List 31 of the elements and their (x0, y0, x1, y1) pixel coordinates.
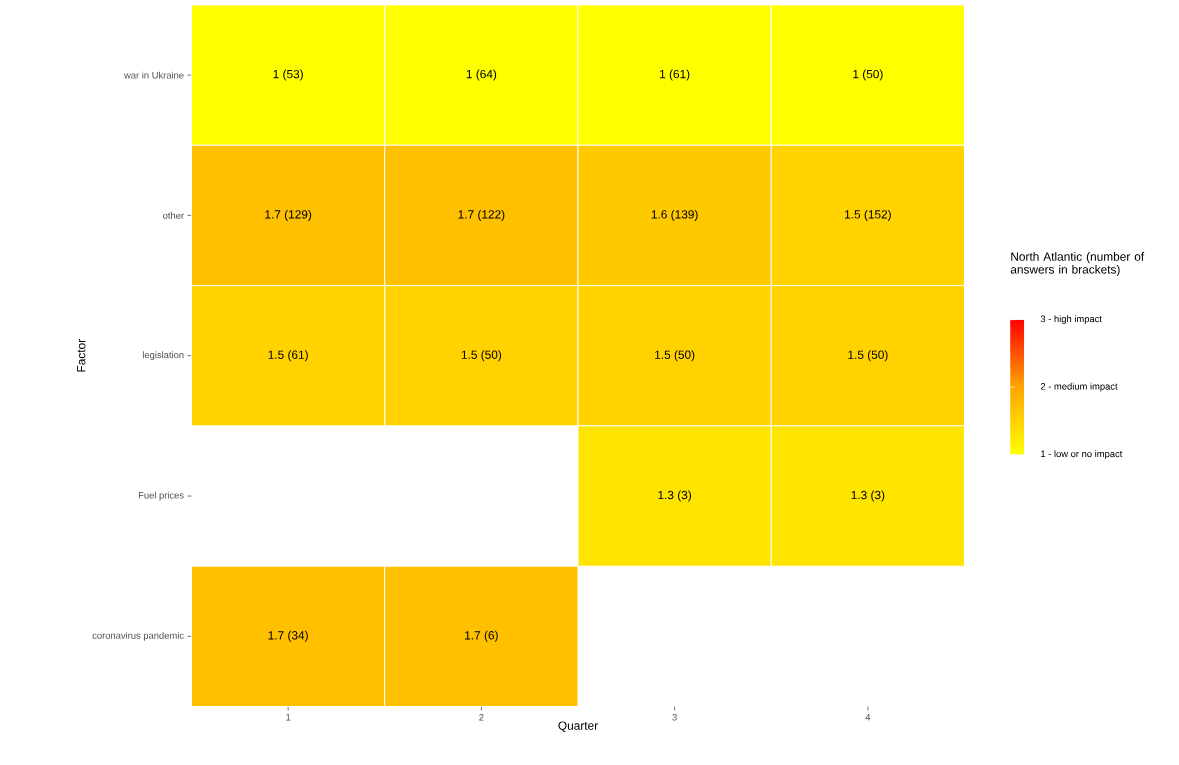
data-label: 1 (53) (273, 69, 303, 81)
data-label: 1 (50) (853, 69, 883, 81)
x-tick-label: 2 (479, 713, 484, 721)
y-tick-label: Fuel prices (138, 491, 184, 501)
x-tick-label: 1 (286, 713, 291, 721)
data-label: 1 (61) (660, 69, 690, 81)
color-bar-title: North Atlantic (number of answers in brackets) (1010, 252, 1145, 276)
y-tick-label: war in Ukraine (124, 71, 184, 79)
data-label: 1.7 (129) (265, 209, 312, 221)
x-tick-label: 4 (865, 713, 871, 721)
data-label: 1.5 (152) (845, 209, 891, 221)
color-bar-label: 3 - high impact (1040, 315, 1102, 325)
y-axis-title: Factor (77, 339, 86, 372)
data-label: 1.5 (61) (268, 350, 308, 362)
color-bar-label: 2 - medium impact (1040, 382, 1118, 392)
color-bar-label: 1 - low or no impact (1041, 450, 1123, 459)
data-label: 1.7 (34) (268, 630, 308, 642)
data-label: 1.7 (122) (458, 209, 505, 221)
y-tick-label: other (163, 211, 184, 219)
data-label: 1.7 (6) (465, 630, 498, 642)
data-label: 1.6 (139) (651, 209, 698, 221)
data-label: 1.3 (3) (658, 490, 692, 502)
data-label: 1.5 (50) (848, 350, 888, 362)
y-tick-label: legislation (142, 351, 184, 361)
x-tick-label: 3 (672, 713, 677, 721)
y-tick-label: coronavirus pandemic (92, 631, 184, 641)
data-label: 1 (64) (466, 69, 497, 81)
x-axis-title: Quarter (558, 721, 598, 732)
data-label: 1.5 (50) (655, 350, 695, 362)
data-label: 1.5 (50) (461, 350, 502, 362)
data-label: 1.3 (3) (851, 490, 885, 502)
